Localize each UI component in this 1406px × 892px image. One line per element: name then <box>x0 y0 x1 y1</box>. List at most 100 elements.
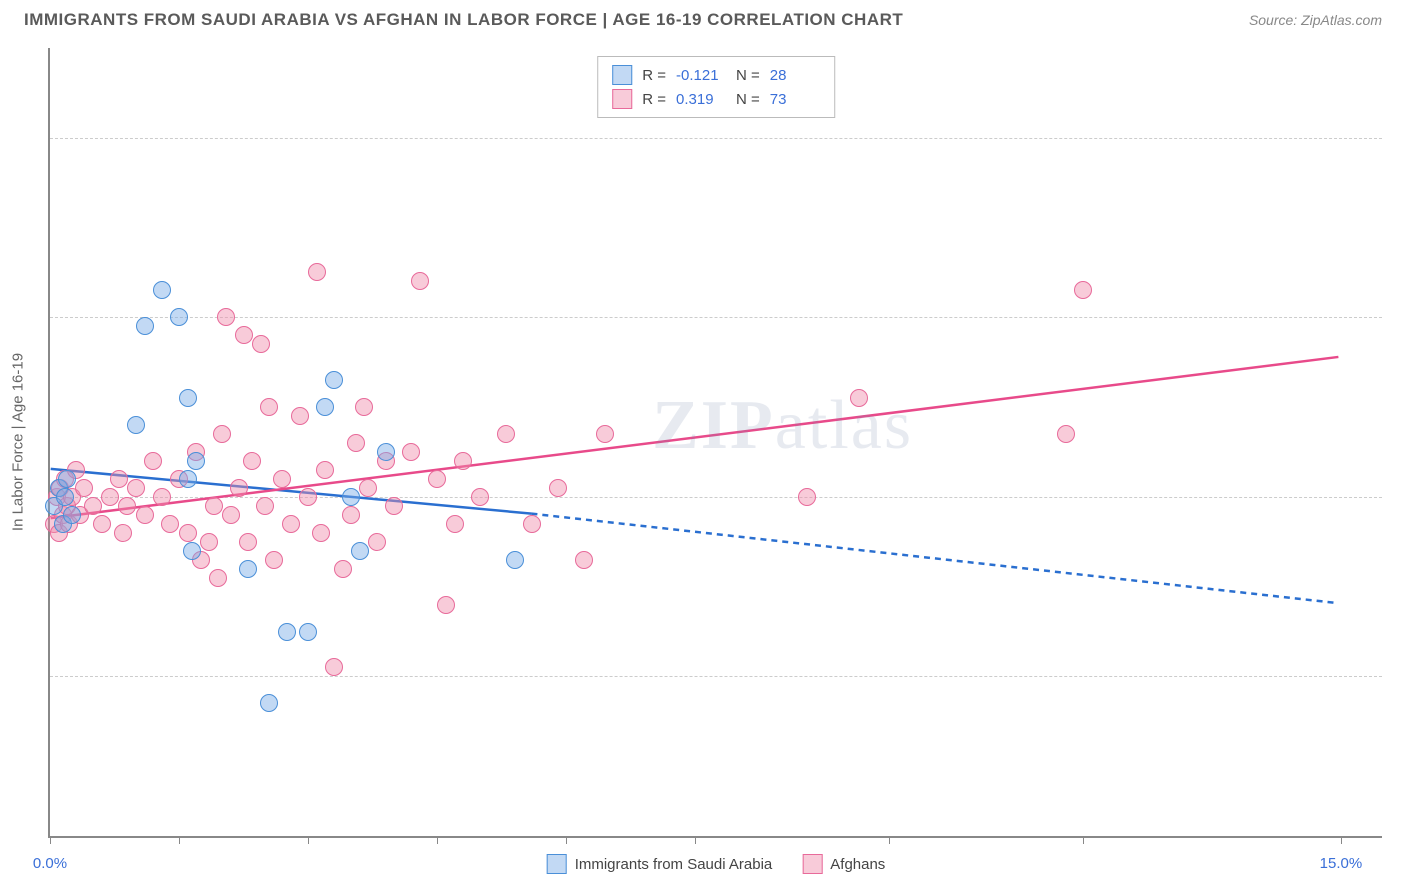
point-afghan <box>291 407 309 425</box>
point-afghan <box>144 452 162 470</box>
point-afghan <box>222 506 240 524</box>
stats-row-saudi: R = -0.121 N = 28 <box>612 63 820 87</box>
point-saudi <box>299 623 317 641</box>
x-tick <box>50 836 51 844</box>
point-saudi <box>179 470 197 488</box>
point-afghan <box>239 533 257 551</box>
point-saudi <box>127 416 145 434</box>
point-afghan <box>84 497 102 515</box>
point-afghan <box>454 452 472 470</box>
stats-row-afghan: R = 0.319 N = 73 <box>612 87 820 111</box>
chart-area: In Labor Force | Age 16-19 20.0%40.0%60.… <box>48 48 1382 838</box>
point-afghan <box>230 479 248 497</box>
point-afghan <box>213 425 231 443</box>
point-saudi <box>183 542 201 560</box>
point-afghan <box>471 488 489 506</box>
point-afghan <box>243 452 261 470</box>
point-afghan <box>1057 425 1075 443</box>
point-afghan <box>252 335 270 353</box>
x-tick-label: 0.0% <box>33 855 67 872</box>
x-tick <box>179 836 180 844</box>
point-afghan <box>75 479 93 497</box>
point-afghan <box>308 263 326 281</box>
point-saudi <box>325 371 343 389</box>
x-tick <box>889 836 890 844</box>
y-tick-label: 80.0% <box>1392 129 1406 146</box>
point-afghan <box>299 488 317 506</box>
point-afghan <box>205 497 223 515</box>
series-legend: Immigrants from Saudi Arabia Afghans <box>547 854 886 874</box>
point-afghan <box>260 398 278 416</box>
point-afghan <box>411 272 429 290</box>
point-saudi <box>58 470 76 488</box>
point-afghan <box>265 551 283 569</box>
y-tick-label: 20.0% <box>1392 668 1406 685</box>
y-axis-label: In Labor Force | Age 16-19 <box>10 353 27 531</box>
x-tick <box>308 836 309 844</box>
point-afghan <box>325 658 343 676</box>
legend-item-afghan: Afghans <box>802 854 885 874</box>
point-saudi <box>377 443 395 461</box>
point-afghan <box>359 479 377 497</box>
x-tick <box>1341 836 1342 844</box>
scatter-points <box>50 48 1382 836</box>
point-saudi <box>187 452 205 470</box>
swatch-afghan <box>612 89 632 109</box>
point-afghan <box>437 596 455 614</box>
point-afghan <box>355 398 373 416</box>
point-afghan <box>428 470 446 488</box>
point-afghan <box>136 506 154 524</box>
point-afghan <box>114 524 132 542</box>
point-afghan <box>217 308 235 326</box>
y-tick-label: 40.0% <box>1392 488 1406 505</box>
x-tick <box>1083 836 1084 844</box>
point-afghan <box>850 389 868 407</box>
point-afghan <box>385 497 403 515</box>
legend-label-afghan: Afghans <box>830 856 885 873</box>
point-saudi <box>316 398 334 416</box>
legend-item-saudi: Immigrants from Saudi Arabia <box>547 854 773 874</box>
point-afghan <box>334 560 352 578</box>
point-afghan <box>161 515 179 533</box>
point-afghan <box>153 488 171 506</box>
point-saudi <box>56 488 74 506</box>
chart-title: IMMIGRANTS FROM SAUDI ARABIA VS AFGHAN I… <box>24 10 903 30</box>
point-afghan <box>347 434 365 452</box>
x-tick <box>695 836 696 844</box>
point-saudi <box>278 623 296 641</box>
point-afghan <box>118 497 136 515</box>
x-tick <box>437 836 438 844</box>
y-tick-label: 60.0% <box>1392 309 1406 326</box>
point-afghan <box>446 515 464 533</box>
chart-header: IMMIGRANTS FROM SAUDI ARABIA VS AFGHAN I… <box>0 0 1406 36</box>
legend-label-saudi: Immigrants from Saudi Arabia <box>575 856 773 873</box>
point-saudi <box>153 281 171 299</box>
point-afghan <box>596 425 614 443</box>
chart-source: Source: ZipAtlas.com <box>1249 12 1382 28</box>
point-saudi <box>179 389 197 407</box>
x-tick-label: 15.0% <box>1320 855 1363 872</box>
point-afghan <box>127 479 145 497</box>
point-afghan <box>93 515 111 533</box>
x-tick <box>566 836 567 844</box>
point-saudi <box>63 506 81 524</box>
point-saudi <box>260 694 278 712</box>
point-afghan <box>497 425 515 443</box>
stats-legend: R = -0.121 N = 28 R = 0.319 N = 73 <box>597 56 835 118</box>
point-saudi <box>342 488 360 506</box>
point-afghan <box>235 326 253 344</box>
point-afghan <box>179 524 197 542</box>
point-afghan <box>342 506 360 524</box>
point-afghan <box>1074 281 1092 299</box>
point-saudi <box>239 560 257 578</box>
point-saudi <box>170 308 188 326</box>
swatch-afghan-bottom <box>802 854 822 874</box>
point-afghan <box>256 497 274 515</box>
swatch-saudi-bottom <box>547 854 567 874</box>
point-afghan <box>110 470 128 488</box>
point-afghan <box>575 551 593 569</box>
point-afghan <box>798 488 816 506</box>
point-saudi <box>136 317 154 335</box>
swatch-saudi <box>612 65 632 85</box>
point-afghan <box>273 470 291 488</box>
